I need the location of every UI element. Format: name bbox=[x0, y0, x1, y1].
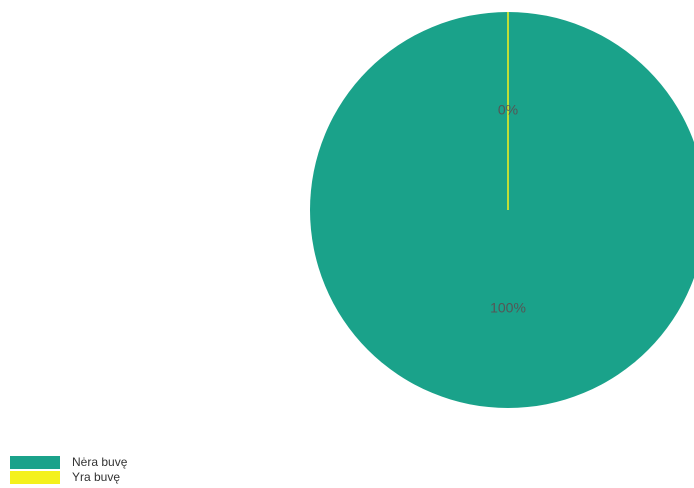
legend-swatch-yra-buve bbox=[10, 471, 60, 484]
pie-slice-labels: 100% 0% bbox=[490, 102, 526, 316]
pie-label-nera-buve: 100% bbox=[490, 300, 526, 316]
legend-label-yra-buve: Yra buvę bbox=[72, 470, 121, 484]
pie-slice-nera-buve bbox=[310, 12, 694, 408]
pie-label-yra-buve: 0% bbox=[498, 102, 518, 118]
legend-label-nera-buve: Nėra buvę bbox=[72, 455, 128, 469]
pie-slices bbox=[310, 12, 694, 408]
chart-legend: Nėra buvę Yra buvę bbox=[10, 455, 127, 485]
legend-item-nera-buve: Nėra buvę bbox=[10, 455, 127, 470]
legend-item-yra-buve: Yra buvę bbox=[10, 470, 127, 485]
legend-swatch-nera-buve bbox=[10, 456, 60, 469]
